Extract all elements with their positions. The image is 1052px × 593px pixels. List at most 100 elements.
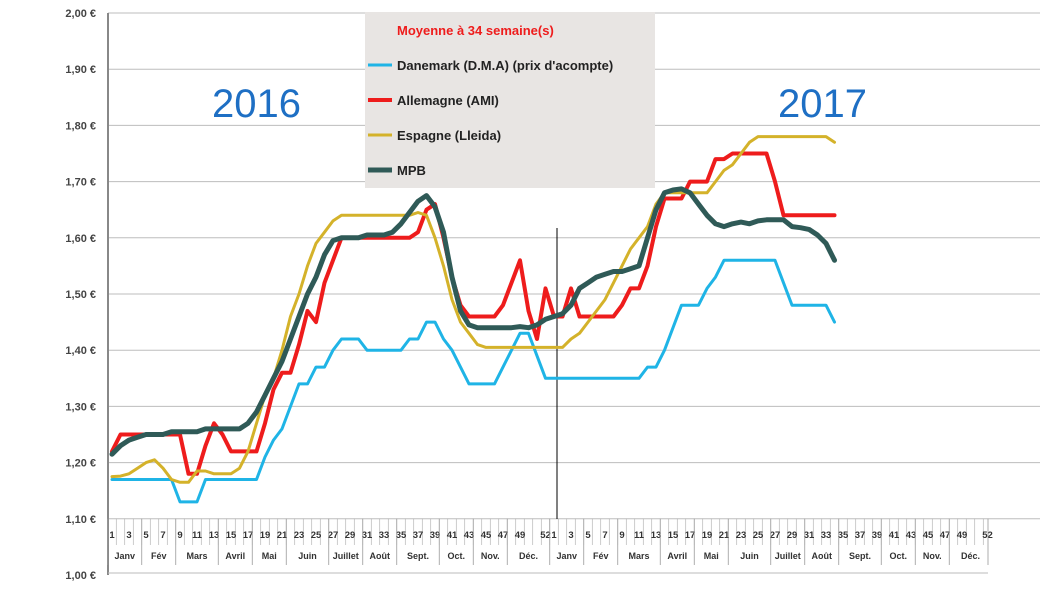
series-line-mpb bbox=[109, 186, 837, 457]
series-lines bbox=[109, 135, 837, 504]
week-label: 19 bbox=[260, 530, 271, 541]
week-label: 52 bbox=[982, 530, 993, 541]
chart-title: Moyenne à 34 semaine(s) bbox=[397, 23, 554, 38]
y-tick-label: 1,70 € bbox=[65, 177, 96, 189]
month-label: Janv bbox=[114, 551, 135, 561]
month-label: Déc. bbox=[519, 551, 538, 561]
month-label: Août bbox=[812, 551, 833, 561]
week-label: 23 bbox=[294, 530, 305, 541]
y-tick-label: 1,20 € bbox=[65, 458, 96, 470]
week-label: 7 bbox=[160, 530, 165, 541]
week-label: 25 bbox=[311, 530, 322, 541]
month-label: Avril bbox=[667, 551, 687, 561]
week-label: 5 bbox=[585, 530, 591, 541]
month-label: Mars bbox=[186, 551, 207, 561]
legend-box bbox=[365, 12, 655, 188]
week-label: 49 bbox=[957, 530, 968, 541]
week-label: 5 bbox=[143, 530, 149, 541]
week-label: 27 bbox=[328, 530, 339, 541]
week-label: 29 bbox=[345, 530, 356, 541]
week-label: 3 bbox=[126, 530, 131, 541]
week-label: 43 bbox=[906, 530, 917, 541]
week-label: 1 bbox=[551, 530, 557, 541]
y-tick-label: 1,50 € bbox=[65, 289, 96, 301]
series-line-espagne bbox=[110, 135, 836, 484]
month-label: Déc. bbox=[961, 551, 980, 561]
week-label: 15 bbox=[226, 530, 237, 541]
series-line-danemark bbox=[110, 258, 836, 504]
week-label: 43 bbox=[464, 530, 475, 541]
month-label: Mai bbox=[262, 551, 277, 561]
month-label: Sept. bbox=[407, 551, 429, 561]
week-label: 33 bbox=[379, 530, 390, 541]
week-label: 45 bbox=[481, 530, 492, 541]
week-label: 23 bbox=[736, 530, 747, 541]
week-label: 35 bbox=[396, 530, 407, 541]
week-label: 41 bbox=[447, 530, 458, 541]
month-label: Nov. bbox=[481, 551, 500, 561]
week-label: 39 bbox=[430, 530, 441, 541]
week-label: 11 bbox=[192, 530, 203, 541]
week-label: 15 bbox=[668, 530, 679, 541]
week-label: 31 bbox=[804, 530, 815, 541]
week-label: 52 bbox=[540, 530, 551, 541]
year-label-2016: 2016 bbox=[212, 82, 301, 126]
month-label: Mai bbox=[704, 551, 719, 561]
y-tick-label: 1,90 € bbox=[65, 64, 96, 76]
y-tick-label: 1,40 € bbox=[65, 345, 96, 357]
month-label: Oct. bbox=[889, 551, 907, 561]
legend-label: Allemagne (AMI) bbox=[397, 93, 499, 108]
week-label: 47 bbox=[498, 530, 509, 541]
legend-label: Danemark (D.M.A) (prix d'acompte) bbox=[397, 58, 613, 73]
series-line-allemagne bbox=[110, 151, 837, 476]
y-tick-label: 1,60 € bbox=[65, 233, 96, 245]
y-tick-label: 1,30 € bbox=[65, 401, 96, 413]
week-label: 1 bbox=[109, 530, 115, 541]
week-label: 21 bbox=[719, 530, 730, 541]
week-label: 17 bbox=[685, 530, 696, 541]
y-tick-label: 2,00 € bbox=[65, 8, 96, 20]
week-label: 17 bbox=[243, 530, 254, 541]
year-label-2017: 2017 bbox=[778, 82, 867, 126]
legend-label: Espagne (Lleida) bbox=[397, 128, 501, 143]
week-label: 21 bbox=[277, 530, 288, 541]
month-label: Avril bbox=[225, 551, 245, 561]
week-label: 37 bbox=[855, 530, 866, 541]
month-label: Janv bbox=[556, 551, 577, 561]
y-tick-label: 1,80 € bbox=[65, 120, 96, 132]
week-label: 9 bbox=[619, 530, 624, 541]
month-label: Oct. bbox=[447, 551, 465, 561]
month-label: Août bbox=[370, 551, 391, 561]
week-label: 37 bbox=[413, 530, 424, 541]
week-label: 33 bbox=[821, 530, 832, 541]
week-label: 35 bbox=[838, 530, 849, 541]
legend-label: MPB bbox=[397, 163, 426, 178]
week-label: 25 bbox=[753, 530, 764, 541]
week-label: 7 bbox=[602, 530, 607, 541]
week-label: 31 bbox=[362, 530, 373, 541]
week-label: 41 bbox=[889, 530, 900, 541]
week-label: 45 bbox=[923, 530, 934, 541]
week-label: 27 bbox=[770, 530, 781, 541]
week-label: 13 bbox=[651, 530, 662, 541]
month-label: Nov. bbox=[923, 551, 942, 561]
month-label: Juillet bbox=[775, 551, 801, 561]
y-axis: 1,00 € 1,10 € 1,20 € 1,30 € 1,40 € 1,50 € 1,60… bbox=[65, 8, 109, 582]
month-label: Juin bbox=[298, 551, 317, 561]
week-label: 49 bbox=[515, 530, 526, 541]
month-label: Juillet bbox=[333, 551, 359, 561]
week-label: 3 bbox=[568, 530, 573, 541]
week-label: 39 bbox=[872, 530, 883, 541]
week-label: 47 bbox=[940, 530, 951, 541]
week-label: 9 bbox=[177, 530, 182, 541]
legend: Moyenne à 34 semaine(s) Danemark (D.M.A)… bbox=[365, 12, 655, 188]
month-label: Mars bbox=[628, 551, 649, 561]
month-label: Sept. bbox=[849, 551, 871, 561]
week-label: 13 bbox=[209, 530, 220, 541]
x-axis: 1 3 5 7 9 11 13 15 17 19 21 23 25 27 29 31 33 35 37 39 41 43 4… bbox=[107, 518, 993, 574]
week-label: 11 bbox=[634, 530, 645, 541]
month-label: Fév bbox=[151, 551, 167, 561]
y-tick-label: 1,00 € bbox=[65, 570, 96, 582]
week-label: 29 bbox=[787, 530, 798, 541]
